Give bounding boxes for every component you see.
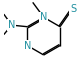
Text: S: S <box>70 4 76 14</box>
Text: N: N <box>24 41 31 51</box>
Text: N: N <box>40 12 47 22</box>
Text: N: N <box>8 20 15 30</box>
